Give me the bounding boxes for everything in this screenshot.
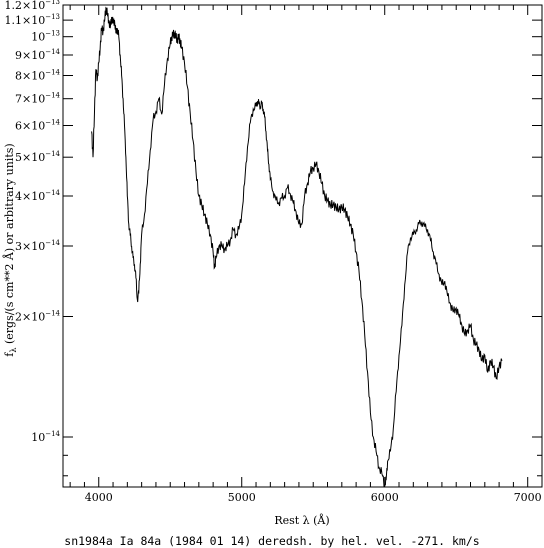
x-tick-label: 4000: [85, 491, 113, 504]
y-tick-label: 6×10−14: [15, 119, 61, 133]
y-axis-label-subscript: λ: [9, 348, 18, 353]
y-tick-label: 5×10−14: [15, 150, 61, 164]
y-axis-label-rest: (ergs/(s cm**2 Å) or arbitrary units): [2, 143, 16, 347]
x-tick-labels: 4000 5000 6000 7000: [85, 491, 542, 504]
x-tick-label: 6000: [371, 491, 399, 504]
y-tick-label: 1.2×10−13: [5, 0, 61, 12]
y-tick-label: 1.1×10−13: [5, 13, 61, 27]
x-tick-label: 7000: [514, 491, 542, 504]
axis-ticks: [63, 4, 543, 487]
y-tick-label: 10−14: [31, 430, 60, 444]
y-tick-labels: 1.2×10−131.1×10−13 10−13 9×10−14 8×10−14 7×1…: [5, 0, 61, 444]
y-tick-label: 9×10−14: [15, 48, 61, 62]
chart-caption: sn1984a Ia 84a (1984 01 14) deredsh. by …: [64, 534, 479, 548]
plot-frame: [62, 4, 543, 488]
y-tick-label: 7×10−14: [15, 92, 61, 106]
y-tick-label: 2×10−14: [15, 309, 61, 323]
x-tick-label: 5000: [228, 491, 256, 504]
spectrum-line: [91, 6, 503, 487]
y-tick-label: 8×10−14: [15, 68, 61, 82]
y-axis-label: fλ (ergs/(s cm**2 Å) or arbitrary units): [2, 143, 18, 356]
x-axis-label: Rest λ (Å): [274, 513, 329, 527]
y-tick-label: 4×10−14: [15, 189, 61, 203]
y-tick-label: 10−13: [31, 30, 60, 44]
y-tick-label: 3×10−14: [15, 239, 61, 253]
y-axis-label-f: f: [3, 352, 16, 357]
